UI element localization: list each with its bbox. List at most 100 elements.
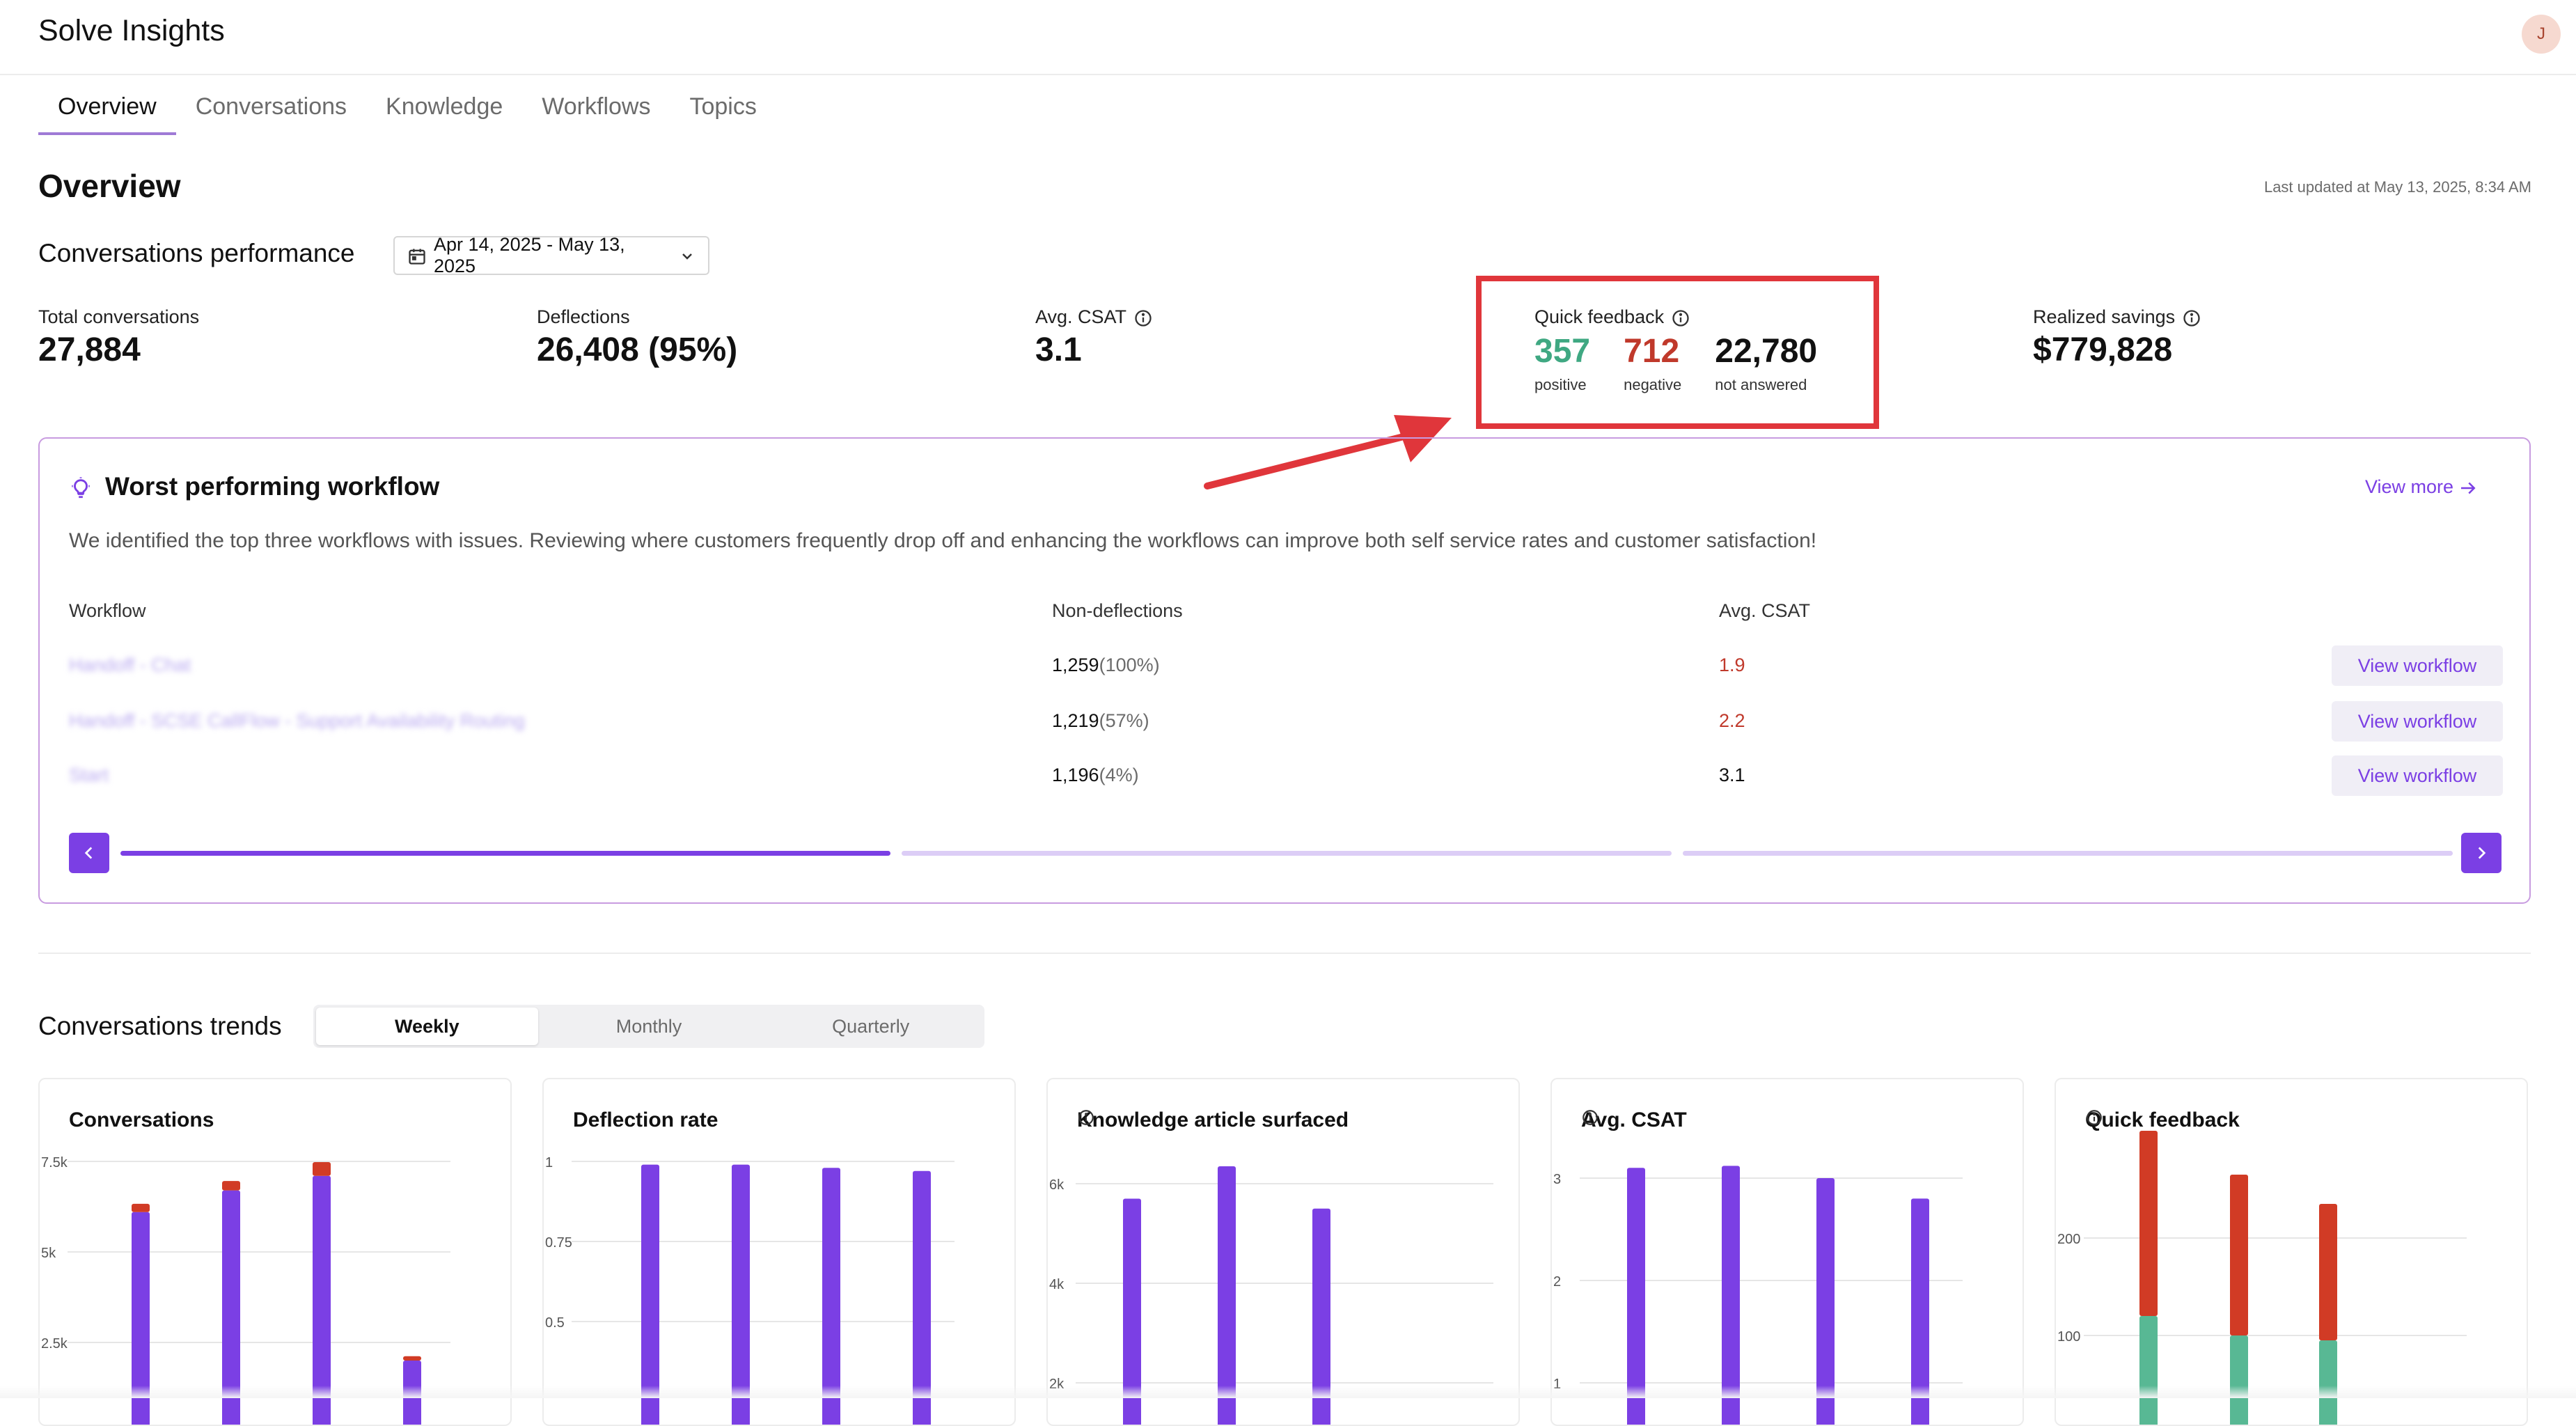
annotation-highlight-box: [1476, 276, 1879, 429]
metric-value: $779,828: [2033, 331, 2173, 368]
csat-cell: 3.1: [1719, 765, 1745, 785]
non-deflections-pct: (4%): [1099, 765, 1139, 785]
qf-not-answered: 22,780 not answered: [1715, 332, 1817, 394]
bar-negative: [2139, 1131, 2158, 1316]
header-divider: [0, 74, 2576, 75]
bar-deflected: [222, 1190, 240, 1425]
main-tabs: Overview Conversations Knowledge Workflo…: [38, 89, 776, 139]
carousel-indicator-1[interactable]: [120, 851, 890, 856]
non-deflections-cell: 1,259(100%): [1052, 655, 1160, 676]
y-tick-label: 5k: [41, 1246, 56, 1261]
column-header-avg-csat: Avg. CSAT: [1719, 600, 1811, 621]
workflow-name[interactable]: Start: [69, 765, 109, 785]
last-updated: Last updated at May 13, 2025, 8:34 AM: [2263, 178, 2531, 196]
bar-deflected: [313, 1175, 331, 1425]
bar: [1816, 1178, 1835, 1425]
performance-title: Conversations performance: [38, 239, 355, 267]
metric-value: 27,884: [38, 331, 141, 368]
chart-conversations: 7.5k 5k 2.5k Conversations: [38, 1078, 512, 1426]
bar-positive: [2319, 1340, 2337, 1425]
chart-title: Avg. CSAT: [1581, 1108, 1687, 1131]
view-more-label: View more: [2365, 476, 2454, 498]
non-deflections-value: 1,196: [1052, 765, 1099, 785]
user-avatar[interactable]: J: [2522, 15, 2561, 54]
chart-avg-csat: 3 2 1 Avg. CSAT: [1550, 1078, 2024, 1426]
view-workflow-button[interactable]: View workflow: [2332, 645, 2503, 686]
view-workflow-button[interactable]: View workflow: [2332, 701, 2503, 742]
y-tick-label: 6k: [1049, 1177, 1065, 1193]
bar: [1722, 1166, 1740, 1425]
chart-title: Quick feedback: [2085, 1108, 2240, 1131]
page-title: Overview: [38, 168, 181, 204]
bottom-fade: [0, 1386, 2576, 1398]
view-more-link[interactable]: View more: [2365, 476, 2479, 499]
chart-deflection-rate: 1 0.75 0.5 Deflection rate: [542, 1078, 1016, 1426]
non-deflections-cell: 1,219(57%): [1052, 710, 1149, 732]
qf-negative-value: 712: [1624, 333, 1680, 370]
bar: [1218, 1166, 1236, 1425]
qf-not-answered-value: 22,780: [1715, 333, 1818, 370]
bar-not-deflected: [403, 1356, 421, 1361]
metric-value: 26,408 (95%): [537, 331, 738, 368]
metric-label: Quick feedback: [1534, 306, 1665, 327]
bar: [641, 1164, 659, 1425]
chart-svg: 1 0.75 0.5: [545, 1155, 955, 1425]
card-title: Worst performing workflow: [105, 472, 440, 501]
period-monthly[interactable]: Monthly: [615, 1015, 682, 1037]
bar-deflected: [132, 1212, 150, 1425]
metric-label: Realized savings: [2033, 306, 2176, 327]
chart-quick-feedback: 200 100 Quick feedback: [2055, 1078, 2528, 1426]
carousel-indicator-3[interactable]: [1683, 851, 2453, 856]
tab-knowledge[interactable]: Knowledge: [386, 93, 503, 120]
period-quarterly[interactable]: Quarterly: [832, 1015, 910, 1037]
lightbulb-icon: [69, 472, 93, 501]
metric-label: Avg. CSAT: [1035, 306, 1127, 327]
y-tick-label: 100: [2057, 1329, 2080, 1345]
section-divider: [38, 953, 2531, 954]
chevron-left-icon: [80, 844, 98, 862]
column-header-non-deflections: Non-deflections: [1052, 600, 1183, 621]
non-deflections-value: 1,219: [1052, 710, 1099, 731]
csat-cell: 1.9: [1719, 655, 1745, 675]
arrow-right-icon: [2458, 476, 2479, 499]
info-icon[interactable]: [1671, 306, 1690, 328]
tab-topics[interactable]: Topics: [689, 93, 757, 120]
carousel-indicator-2[interactable]: [902, 851, 1672, 856]
carousel-prev-button[interactable]: [69, 833, 109, 873]
info-icon[interactable]: [2182, 306, 2201, 328]
date-range-picker[interactable]: Apr 14, 2025 - May 13, 2025: [393, 234, 709, 276]
metric-deflections: Deflections 26,408 (95%): [537, 306, 737, 369]
bar-negative: [2230, 1175, 2248, 1335]
workflow-name[interactable]: Handoff - Chat: [69, 655, 191, 675]
bar: [1911, 1198, 1929, 1425]
bar: [732, 1164, 750, 1425]
chart-title: Deflection rate: [573, 1108, 718, 1131]
period-weekly[interactable]: Weekly: [316, 1008, 538, 1045]
qf-negative: 712 negative: [1624, 332, 1681, 394]
tab-overview[interactable]: Overview: [38, 89, 176, 135]
metric-value: 3.1: [1035, 331, 1082, 368]
tab-conversations[interactable]: Conversations: [195, 93, 347, 120]
qf-positive-value: 357: [1534, 333, 1591, 370]
csat-cell: 2.2: [1719, 710, 1745, 731]
bar: [822, 1168, 840, 1425]
tab-workflows[interactable]: Workflows: [542, 93, 651, 120]
metric-label: Total conversations: [38, 306, 200, 327]
calendar-icon: [407, 245, 427, 267]
bar-not-deflected: [222, 1181, 240, 1191]
y-tick-label: 2.5k: [41, 1336, 68, 1351]
card-description: We identified the top three workflows wi…: [69, 529, 1817, 552]
y-tick-label: 200: [2057, 1232, 2080, 1247]
chart-title: Conversations: [69, 1108, 214, 1131]
metric-quick-feedback: Quick feedback 357 positive 712 negative…: [1534, 306, 1817, 394]
carousel-next-button[interactable]: [2461, 833, 2502, 873]
workflow-name[interactable]: Handoff - SCSE CallFlow - Support Availa…: [69, 710, 525, 731]
view-workflow-button[interactable]: View workflow: [2332, 755, 2503, 796]
non-deflections-pct: (100%): [1099, 655, 1160, 675]
date-range-text: Apr 14, 2025 - May 13, 2025: [434, 234, 625, 276]
info-icon[interactable]: [1133, 306, 1153, 328]
chart-svg: 3 2 1: [1553, 1166, 1963, 1425]
non-deflections-value: 1,259: [1052, 655, 1099, 675]
chart-knowledge-article-surfaced: 6k 4k 2k Knowledge article surfaced: [1046, 1078, 1520, 1426]
